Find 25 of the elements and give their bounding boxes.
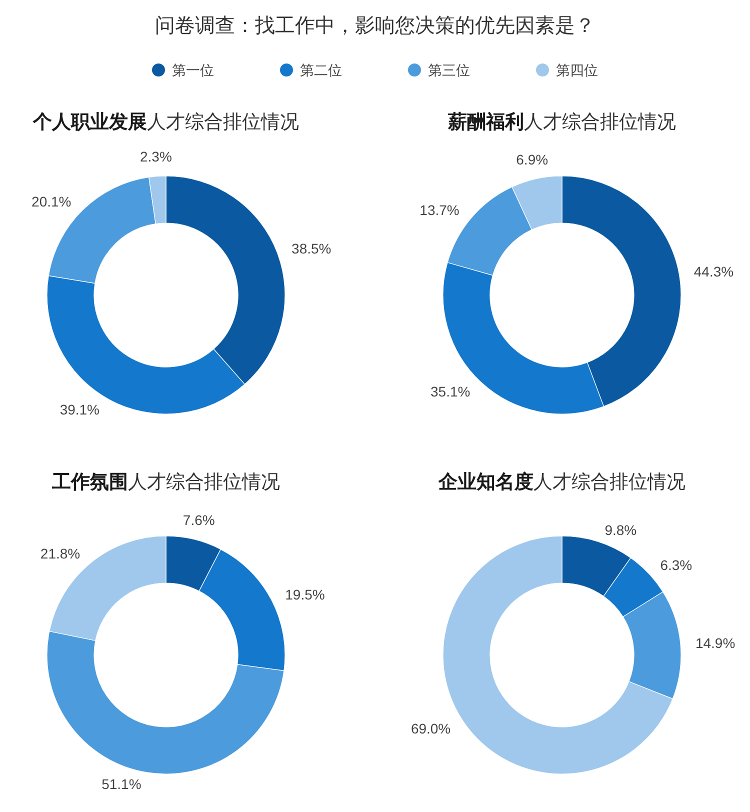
panel-title: 薪酬福利人才综合排位情况 [448, 112, 676, 132]
data-label: 20.1% [32, 194, 72, 210]
data-label: 19.5% [285, 586, 325, 602]
data-label: 2.3% [140, 148, 172, 164]
data-label: 13.7% [420, 202, 460, 218]
data-label: 21.8% [40, 546, 80, 562]
data-label: 69.0% [410, 720, 451, 737]
panel-title: 企业知名度人才综合排位情况 [438, 472, 686, 492]
data-label: 35.1% [430, 383, 470, 400]
panel-title: 个人职业发展人才综合排位情况 [33, 112, 299, 132]
legend-label: 第三位 [428, 62, 470, 78]
data-label: 14.9% [695, 635, 736, 652]
title: 问卷调查：找工作中，影响您决策的优先因素是？ [155, 15, 595, 37]
legend-label: 第四位 [556, 62, 598, 78]
data-label: 51.1% [102, 776, 142, 792]
data-label: 44.3% [694, 264, 734, 280]
data-label: 39.1% [60, 402, 100, 418]
legend-label: 第二位 [300, 62, 342, 78]
legend-label: 第一位 [172, 62, 214, 78]
data-label: 7.6% [182, 512, 215, 528]
data-label: 6.3% [660, 557, 692, 574]
data-label: 6.9% [516, 151, 548, 168]
data-label: 9.8% [604, 522, 637, 538]
panel-title: 工作氛围人才综合排位情况 [52, 472, 280, 492]
data-label: 38.5% [292, 240, 332, 257]
